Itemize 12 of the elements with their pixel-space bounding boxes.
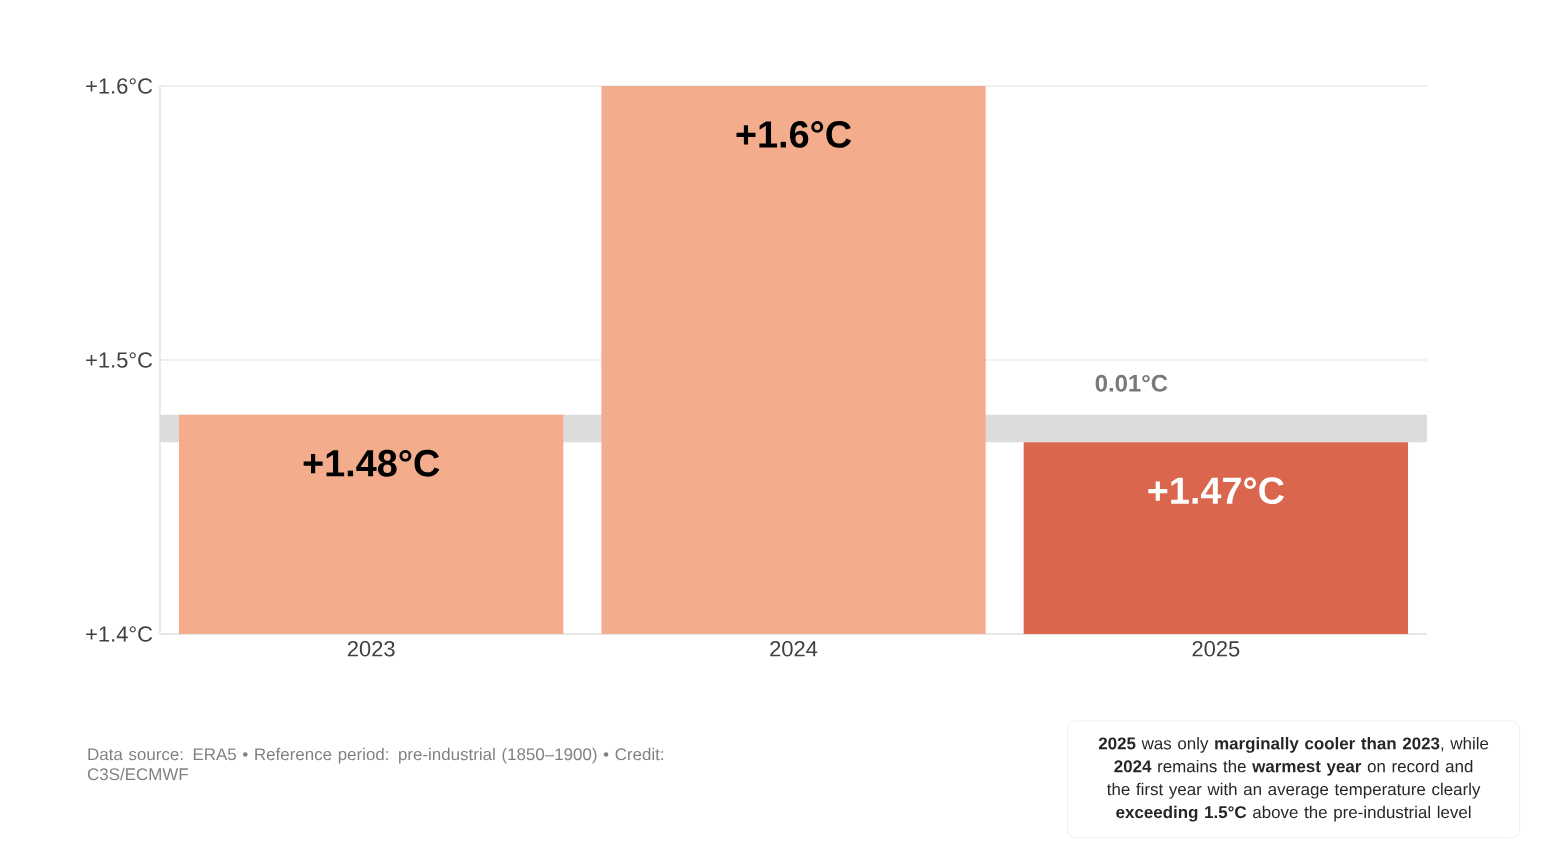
band-label: 0.01°C: [1095, 374, 1168, 392]
y-tick-label: +1.5°C: [86, 352, 153, 368]
y-tick-label: +1.6°C: [86, 78, 153, 94]
data-label: +1.47°C: [1148, 477, 1284, 505]
data-label: +1.6°C: [736, 121, 852, 148]
x-tick-label: 2024: [770, 641, 818, 657]
x-tick-label: 2023: [347, 641, 395, 657]
data-label: +1.48°C: [303, 449, 440, 477]
y-tick-label: +1.4°C: [86, 626, 153, 642]
source-note: Data source: ERA5 • Reference period: pre-industrial (1850–1900) • Credit: C3S/ECMWF: [87, 747, 664, 781]
text: 2025 was only marginally cooler than 2023, while 2024 remains the warmest year on record and the first year with an average temperature clearly exceeding 1.5°C above the pre-industrial level: [1098, 736, 1489, 822]
x-tick-label: 2025: [1192, 641, 1240, 657]
